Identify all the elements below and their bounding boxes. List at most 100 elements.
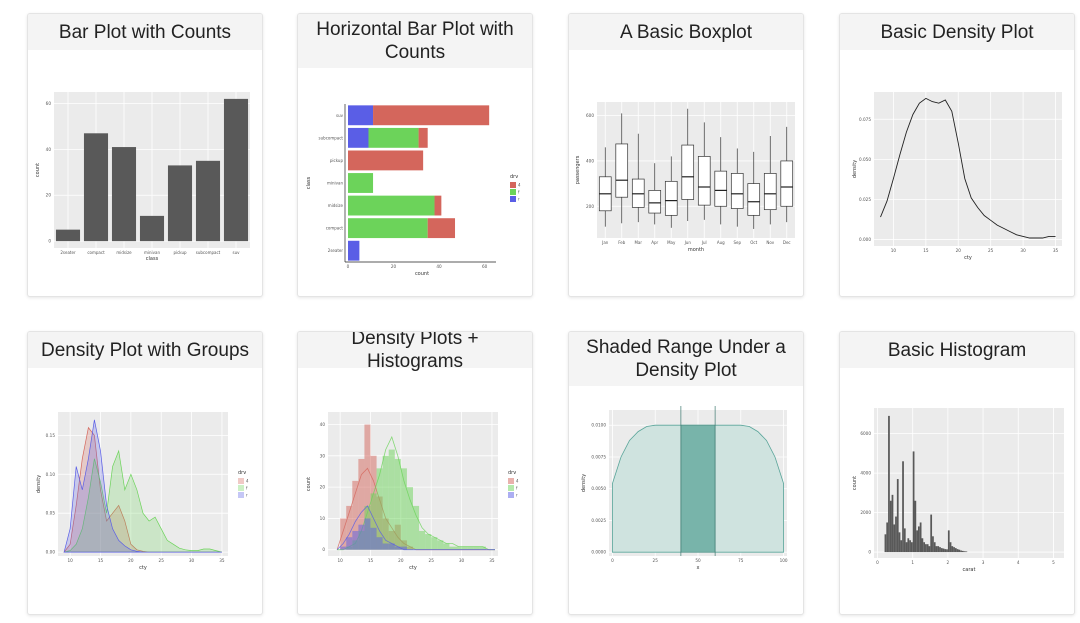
legend-label-4: 4 [516,479,519,484]
hist-bar [944,549,947,553]
x-tick-label: 20 [956,248,962,253]
hist-bar [905,542,908,553]
hist-bar [910,542,913,553]
chart-shaded-range-density: 0.0000 0.0025 0.0050 0.0075 0.0100 0 25 50 75 100… [581,406,788,571]
legend-title: drv [508,470,516,476]
x-tick-label: 30 [1020,248,1026,253]
x-tick-label: midsize [116,250,132,255]
x-tick-label: 30 [459,558,465,563]
x-tick-label: 75 [738,558,744,563]
legend-swatch-4 [510,182,516,188]
bar-subcompact [195,160,221,242]
hist-bar [900,540,903,553]
y-tick-label: minivan [327,181,343,186]
legend-swatch-r [510,196,516,202]
hist-bar-f [413,505,420,550]
y-tick-label: 0.0050 [591,486,606,491]
hist-bar-f [400,468,407,550]
hist-bar [893,524,896,553]
x-tick-label: 15 [368,558,374,563]
x-tick-label: subcompact [196,250,221,255]
gallery-card-basic-density[interactable]: Basic Density Plot 0.000 0.025 0.050 0.075 1… [839,13,1075,297]
shaded-range [680,424,716,553]
x-tick-label: compact [87,250,105,255]
y-tick-label: 0.15 [46,433,56,438]
legend-swatch-r [508,492,514,498]
hist-bar [949,542,952,553]
hist-bar-f [437,540,444,550]
bar-midsize [111,147,137,242]
bar-subcompact-f [368,127,419,148]
hist-bar [884,534,887,553]
hist-bar [889,500,892,553]
x-tick-label: 20 [391,264,397,269]
hist-bar-r [370,527,377,550]
hist-bar [914,500,917,553]
hist-bar [935,546,938,553]
gallery-card-density-histograms[interactable]: Density Plots + Histograms 0 10 20 30 40 10 15… [297,331,533,615]
hist-bar [925,544,927,553]
chart-bar-plot-counts: 0 20 40 60 2seater compact midsize minivan picku… [35,92,250,262]
x-tick-label: Apr [651,240,658,245]
hist-bar-f [425,534,432,550]
x-tick-label: 10 [891,248,897,253]
y-tick-label: 0.00 [46,550,56,555]
legend-label-f: f [518,190,520,195]
x-tick-label: 5 [1052,560,1055,565]
gallery-card-horizontal-bar-counts[interactable]: Horizontal Bar Plot with Counts 2seater c… [297,13,533,297]
card-title: Shaded Range Under a Density Plot [569,332,803,386]
y-tick-label: 30 [320,453,326,458]
y-tick-label: suv [336,113,344,118]
x-tick-label: 25 [429,558,435,563]
hist-bar [888,415,890,553]
gallery-card-bar-plot-counts[interactable]: Bar Plot with Counts 0 20 40 60 2seater compa… [27,13,263,297]
x-tick-label: suv [233,250,241,255]
y-tick-label: 40 [46,147,52,152]
x-tick-label: 30 [189,558,195,563]
y-tick-label: 0.0025 [591,518,606,523]
x-tick-label: Oct [750,240,757,245]
x-tick-label: Nov [766,240,774,245]
y-tick-label: 40 [320,422,326,427]
x-tick-label: 20 [398,558,404,563]
box-Sep [730,173,744,209]
bar-minivan [139,215,165,242]
box-Apr [648,190,662,214]
gallery-card-basic-histogram[interactable]: Basic Histogram 0 2000 4000 6000 0 1 2 3 4 5 carat… [839,331,1075,615]
hist-bar-r [340,546,347,550]
x-axis-title: count [415,271,429,277]
x-axis-title: cty [139,565,147,571]
bar-pickup [167,165,193,242]
y-axis-title: count [306,477,312,491]
hist-bar-f [461,546,468,550]
y-axis-title: density [36,475,42,493]
hist-bar [907,538,910,553]
gallery-card-density-groups[interactable]: Density Plot with Groups 0.00 0.05 0.10 0.1… [27,331,263,615]
hist-bar [909,540,911,553]
hist-bar [953,547,955,553]
x-tick-label: 25 [988,248,994,253]
hist-bar [919,522,922,553]
gallery-card-basic-boxplot[interactable]: A Basic Boxplot 200 400 600 Jan Feb Mar Apr May… [568,13,804,297]
y-tick-label: 20 [46,193,52,198]
x-tick-label: 60 [482,264,488,269]
gallery-card-shaded-range-density[interactable]: Shaded Range Under a Density Plot 0.0000… [568,331,804,615]
hist-bar [946,549,948,553]
legend-label-r: r [246,493,248,498]
hist-bar [965,551,968,553]
card-title: Horizontal Bar Plot with Counts [298,14,532,68]
y-tick-label: 4000 [860,471,871,476]
bar-subcompact-r [348,127,369,148]
hist-bar-f [479,546,486,550]
density-area-f [64,449,222,553]
card-chart: 0 20 40 60 2seater compact midsize minivan picku… [28,50,262,296]
y-axis-title: count [852,476,858,490]
y-tick-label: 0.075 [859,117,871,122]
y-tick-label: 600 [586,113,594,118]
hist-bar [937,546,940,553]
y-tick-label: 0 [48,239,51,244]
x-tick-label: 35 [219,558,225,563]
hist-bar [896,479,899,553]
x-tick-label: Mar [634,240,642,245]
plot-panel [874,92,1062,246]
